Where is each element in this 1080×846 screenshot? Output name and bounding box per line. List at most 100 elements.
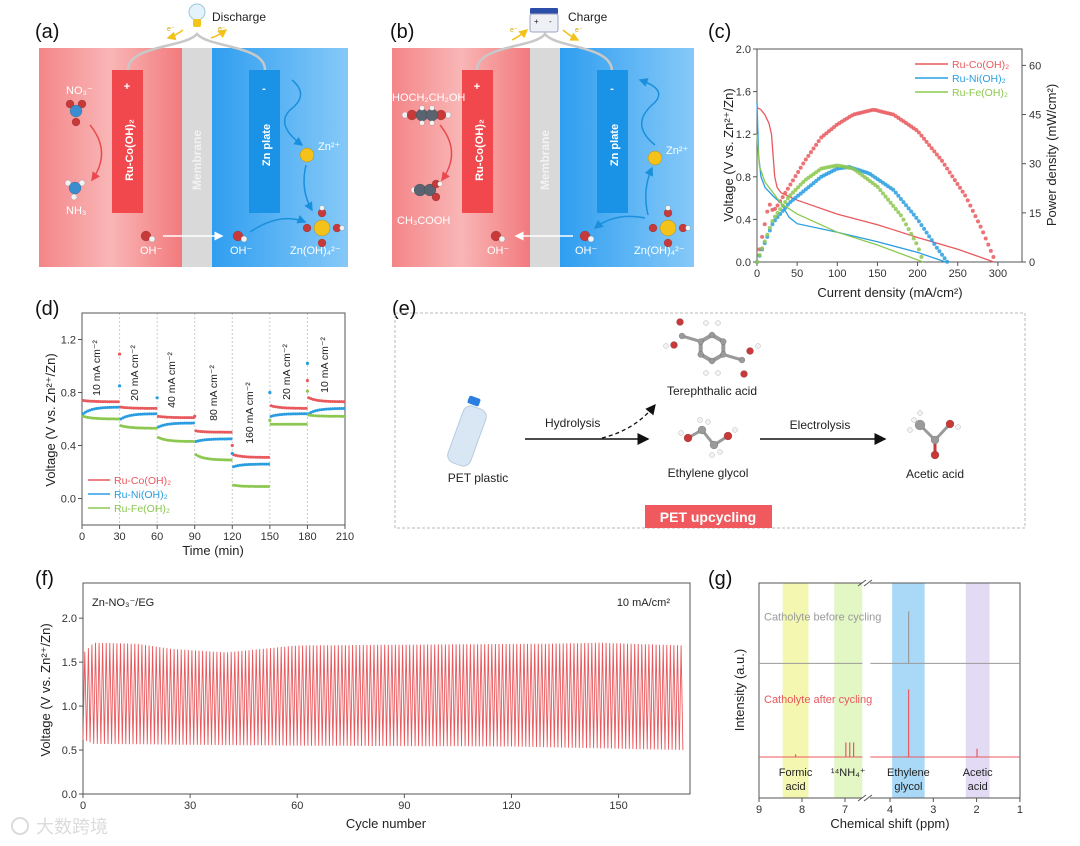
- rate-point: [225, 437, 229, 441]
- rate-point: [240, 484, 244, 488]
- band-3: [965, 583, 990, 798]
- plot-frame: [81, 312, 346, 526]
- zinc-ion: [647, 150, 663, 166]
- electron-arrow: [562, 29, 580, 41]
- atom: [437, 181, 443, 187]
- rate-point: [256, 484, 260, 488]
- atom: [663, 238, 673, 248]
- y-tick-label: 0: [1029, 257, 1035, 269]
- atom: [709, 440, 719, 450]
- power-point: [973, 214, 978, 219]
- rate-point: [139, 426, 143, 430]
- power-point: [916, 130, 921, 135]
- power-point: [963, 193, 968, 198]
- power-point: [808, 150, 813, 155]
- rate-point: [287, 412, 291, 416]
- zincate-molecule: [302, 205, 345, 248]
- band-label: glycol: [894, 781, 922, 793]
- badge-label: PET upcycling: [660, 509, 756, 525]
- current-density-annotation: 10 mA cm⁻²: [319, 337, 331, 393]
- rate-point: [216, 437, 220, 441]
- power-point: [934, 245, 939, 250]
- rate-point: [249, 484, 253, 488]
- atom: [676, 318, 684, 326]
- power-point: [796, 169, 801, 174]
- rate-point: [242, 455, 246, 459]
- atom: [697, 417, 703, 423]
- y-tick-label: 0.5: [62, 745, 77, 757]
- rate-point: [147, 426, 151, 430]
- hydroxide-molecule: [140, 230, 156, 243]
- voltage-curve-1: [756, 102, 946, 263]
- rate-point: [88, 416, 92, 420]
- rate-point: [108, 417, 112, 421]
- atom: [429, 120, 435, 126]
- band-0: [782, 583, 809, 798]
- battery-plus: +: [534, 17, 539, 26]
- rate-point: [269, 422, 273, 426]
- ethylene-glycol-molecule: [401, 105, 452, 126]
- power-point: [914, 241, 919, 246]
- rate-point: [247, 484, 251, 488]
- power-point: [968, 203, 973, 208]
- x-tick-label: 9: [756, 804, 762, 816]
- rate-point: [324, 407, 328, 411]
- x-tick-label: 1: [1017, 804, 1023, 816]
- rate-performance-chart: 0 30 60 90 120 150 180 210 0.0 0.4 0.8 1.2 Time (min…: [43, 312, 354, 558]
- rate-point: [326, 407, 330, 411]
- rate-point: [245, 455, 249, 459]
- mode-label: Discharge: [212, 10, 266, 24]
- rate-point: [242, 463, 246, 467]
- band-label: Acetic: [963, 767, 993, 779]
- rate-point: [282, 412, 286, 416]
- current-density-annotation: 40 mA cm⁻²: [166, 352, 178, 408]
- rate-point: [209, 457, 213, 461]
- atom: [64, 179, 72, 187]
- y-tick-label: 0.8: [61, 388, 76, 400]
- band-label: acid: [968, 781, 988, 793]
- power-point: [914, 215, 919, 220]
- y-tick-label: 2.0: [736, 44, 751, 56]
- rate-point: [229, 458, 233, 462]
- power-point: [790, 178, 795, 183]
- rate-point: [112, 400, 116, 404]
- rate-point: [253, 455, 257, 459]
- rate-point: [189, 439, 193, 443]
- x-tick-label: 0: [754, 268, 760, 280]
- power-point: [916, 219, 921, 224]
- power-point: [775, 210, 780, 215]
- cycling-chart: 0 30 60 90 120 150 0.0 0.5 1.0 1.5 2.0 Cycle number…: [38, 582, 691, 831]
- y-axis-label: Voltage (V vs. Zn²⁺/Zn): [43, 353, 58, 486]
- rate-point: [97, 406, 101, 410]
- power-point: [785, 202, 790, 207]
- zincate-label: Zn(OH)₄²⁻: [290, 245, 341, 257]
- panel-label-f: (f): [35, 568, 54, 590]
- rate-point: [101, 400, 105, 404]
- rate-point: [320, 399, 324, 403]
- rate-point: [258, 462, 262, 466]
- nmr-chart: Formic acid ¹⁴NH₄⁺ Ethylene glycol Acetic acid…: [732, 579, 1023, 831]
- power-point: [783, 199, 788, 204]
- power-point: [937, 155, 942, 160]
- atom: [423, 183, 437, 197]
- rate-point: [225, 458, 229, 462]
- rate-point: [92, 416, 96, 420]
- rate-point: [134, 413, 138, 417]
- power-point: [798, 182, 803, 187]
- product-label: CH₃COOH: [397, 215, 450, 227]
- power-point: [765, 209, 770, 214]
- power-point: [960, 189, 965, 194]
- rate-point: [176, 421, 180, 425]
- rate-point: [134, 406, 138, 410]
- rate-point: [329, 399, 333, 403]
- y-tick-label: 0.4: [61, 441, 76, 453]
- rate-point: [340, 414, 344, 418]
- power-point: [891, 187, 896, 192]
- band-1: [834, 583, 863, 798]
- power-point: [986, 242, 991, 247]
- legend-label: Ru-Fe(OH)₂: [952, 87, 1008, 99]
- rate-point: [251, 455, 255, 459]
- power-point: [801, 161, 806, 166]
- rate-point: [284, 412, 288, 416]
- rate-point: [86, 399, 90, 403]
